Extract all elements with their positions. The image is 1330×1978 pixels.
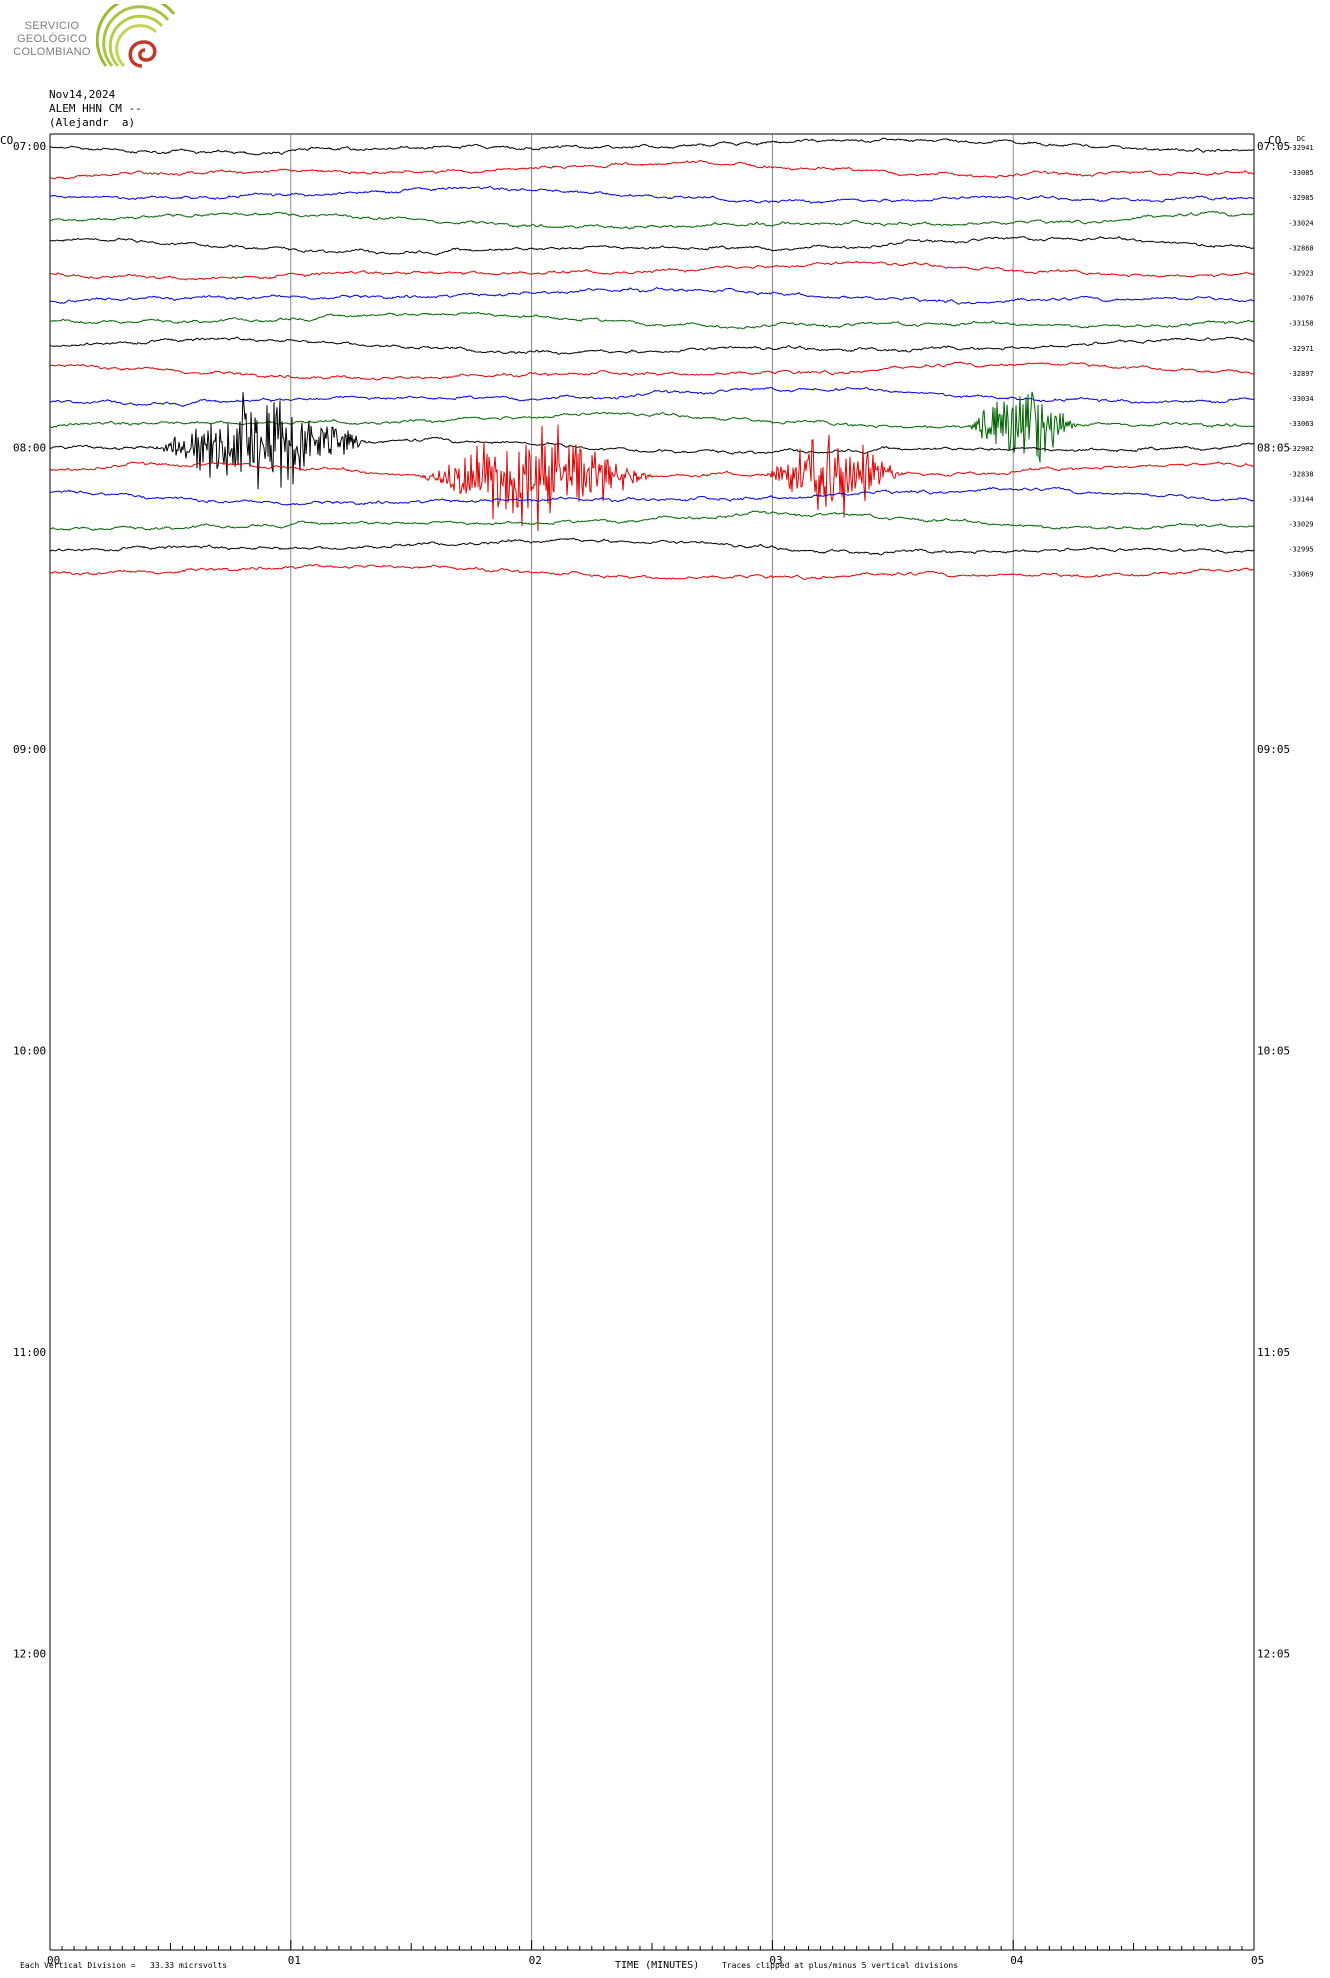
station-code: ALEM HHN CM -- — [49, 102, 142, 115]
x-tick-label-00: 00 — [47, 1954, 60, 1967]
trace-3 — [49, 210, 1255, 230]
trace-dc-value: -32923 — [1288, 270, 1313, 278]
footer-scale-note: Each Vertical Division = 33.33 micrsvolt… — [20, 1961, 228, 1970]
minute-grid-lines — [49, 133, 1255, 1951]
trace-7 — [49, 312, 1255, 330]
trace-13 — [49, 424, 1255, 532]
trace-dc-value: -32897 — [1288, 370, 1313, 378]
left-timezone-label: CO — [0, 134, 13, 147]
x-tick-label-04: 04 — [1010, 1954, 1024, 1967]
trace-16 — [49, 537, 1255, 556]
sgc-logo: SERVICIO GEOLÓGICO COLOMBIANO — [4, 4, 184, 76]
left-hour-label: 07:00 — [13, 140, 46, 153]
trace-10 — [49, 386, 1255, 408]
left-hour-label: 12:00 — [13, 1648, 46, 1661]
station-location: (Alejandr a) — [49, 116, 136, 129]
trace-dc-value: -32995 — [1288, 546, 1313, 554]
logo-line-2: GEOLÓGICO — [17, 33, 87, 45]
trace-dc-value: -33085 — [1288, 169, 1313, 177]
trace-dc-value: -33029 — [1288, 521, 1313, 529]
trace-15 — [49, 510, 1255, 531]
seismic-traces — [49, 137, 1255, 581]
x-axis-label: TIME (MINUTES) — [615, 1960, 700, 1971]
logo-line-3: COLOMBIANO — [13, 46, 91, 58]
dc-column-header: DC — [1297, 135, 1305, 143]
time-axis-ticks — [49, 1940, 1255, 1950]
trace-1 — [49, 160, 1255, 180]
record-date: Nov14,2024 — [49, 88, 116, 101]
left-hour-label: 08:00 — [13, 442, 46, 455]
trace-dc-value: -32985 — [1288, 194, 1313, 202]
trace-dc-value: -32838 — [1288, 470, 1313, 478]
x-tick-label-01: 01 — [288, 1954, 301, 1967]
trace-dc-value: -33144 — [1288, 495, 1313, 503]
right-hour-label: 07:05 — [1257, 140, 1290, 153]
trace-dc-value: -33158 — [1288, 320, 1313, 328]
x-tick-label-03: 03 — [769, 1954, 782, 1967]
trace-4 — [49, 235, 1255, 256]
trace-dc-value: -33069 — [1288, 571, 1313, 579]
left-hour-label: 10:00 — [13, 1045, 46, 1058]
trace-8 — [49, 336, 1255, 355]
trace-dc-value: -33024 — [1288, 219, 1313, 227]
trace-2 — [49, 185, 1255, 204]
trace-dc-value: -33034 — [1288, 395, 1313, 403]
right-hour-label: 11:05 — [1257, 1346, 1290, 1359]
trace-dc-value: -33063 — [1288, 420, 1313, 428]
logo-spiral-icon — [96, 4, 176, 68]
right-hour-label: 08:05 — [1257, 442, 1290, 455]
right-hour-label: 10:05 — [1257, 1045, 1290, 1058]
trace-9 — [49, 361, 1254, 381]
x-tick-label-05: 05 — [1251, 1954, 1264, 1967]
trace-6 — [49, 286, 1255, 305]
x-tick-label-02: 02 — [529, 1954, 542, 1967]
left-hour-label: 11:00 — [13, 1346, 46, 1359]
trace-0 — [49, 137, 1255, 156]
trace-dc-value: -32902 — [1288, 445, 1313, 453]
right-hour-label: 09:05 — [1257, 743, 1290, 756]
trace-12 — [49, 392, 1255, 490]
chart-labels: -32941 -33085 -32985 -33024 -32868 -32923 -330… — [0, 134, 1314, 1967]
trace-17 — [49, 563, 1255, 581]
left-hour-label: 09:00 — [13, 743, 46, 756]
trace-dc-value: -33076 — [1288, 295, 1313, 303]
right-hour-label: 12:05 — [1257, 1648, 1290, 1661]
logo-line-1: SERVICIO — [24, 20, 80, 32]
footer-clip-note: Traces clipped at plus/minus 5 vertical … — [722, 1961, 959, 1970]
trace-dc-value: -32941 — [1288, 144, 1313, 152]
trace-5 — [49, 260, 1255, 281]
trace-dc-value: -32868 — [1288, 244, 1313, 252]
trace-14 — [49, 486, 1255, 506]
trace-dc-value: -32971 — [1288, 345, 1313, 353]
right-timezone-label: CO — [1268, 134, 1281, 147]
